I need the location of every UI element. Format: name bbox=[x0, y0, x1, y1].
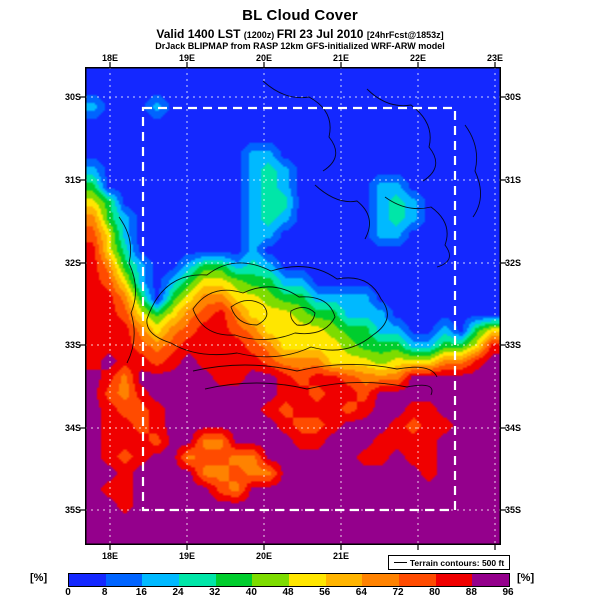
lat-label-right: 30S bbox=[505, 92, 522, 102]
colorbar-segment bbox=[362, 574, 400, 586]
colorbar-segment bbox=[289, 574, 326, 586]
colorbar-unit-right: [%] bbox=[517, 572, 535, 584]
valid-time-part: (1200z) bbox=[243, 30, 277, 40]
terrain-contour bbox=[118, 216, 136, 364]
lat-label-left: 31S bbox=[64, 175, 81, 185]
terrain-contour bbox=[384, 196, 450, 268]
terrain-contour bbox=[290, 307, 316, 326]
terrain-contour bbox=[192, 286, 336, 340]
plot-model-info: DrJack BLIPMAP from RASP 12km GFS-initia… bbox=[155, 41, 445, 51]
colorbar-tick: 56 bbox=[319, 587, 331, 598]
colorbar-tick: 96 bbox=[502, 587, 514, 598]
valid-time-part: Valid 1400 LST bbox=[156, 27, 244, 41]
plot-title: BL Cloud Cover bbox=[242, 7, 358, 24]
colorbar-segment bbox=[215, 574, 253, 586]
lon-label-bottom: 21E bbox=[332, 551, 350, 561]
lat-label-left: 32S bbox=[64, 258, 81, 268]
colorbar-tick: 88 bbox=[465, 587, 477, 598]
terrain-contour bbox=[262, 80, 337, 172]
lat-label-right: 33S bbox=[505, 340, 522, 350]
terrain-contour bbox=[314, 184, 370, 240]
colorbar-segment bbox=[325, 574, 363, 586]
lat-label-right: 35S bbox=[505, 505, 522, 515]
colorbar-segment bbox=[179, 574, 216, 586]
axis-ticks bbox=[80, 62, 506, 550]
terrain-note-label: Terrain contours: 500 ft bbox=[409, 557, 505, 568]
colorbar-tick: 64 bbox=[355, 587, 367, 598]
lon-label-top: 19E bbox=[178, 53, 196, 63]
lat-label-right: 31S bbox=[505, 175, 522, 185]
colorbar-segment bbox=[252, 574, 290, 586]
colorbar-tick: 32 bbox=[209, 587, 221, 598]
colorbar-segment bbox=[105, 574, 143, 586]
graticule-lines bbox=[85, 67, 501, 545]
lon-label-top: 22E bbox=[409, 53, 427, 63]
colorbar-tick: 72 bbox=[392, 587, 404, 598]
lat-label-right: 32S bbox=[505, 258, 522, 268]
colorbar-tick: 8 bbox=[101, 587, 108, 598]
lon-label-bottom: 18E bbox=[101, 551, 119, 561]
contour-line-sample-icon bbox=[393, 562, 407, 563]
lon-label-top: 23E bbox=[486, 53, 504, 63]
terrain-note: Terrain contours: 500 ft bbox=[388, 555, 510, 570]
lon-label-bottom: 20E bbox=[255, 551, 273, 561]
terrain-contour bbox=[230, 300, 268, 326]
terrain-contour bbox=[192, 364, 438, 378]
lat-label-left: 35S bbox=[64, 505, 81, 515]
colorbar-tick: 48 bbox=[282, 587, 294, 598]
lon-label-top: 18E bbox=[101, 53, 119, 63]
colorbar bbox=[68, 573, 510, 587]
lat-label-right: 34S bbox=[505, 423, 522, 433]
terrain-contours bbox=[118, 80, 481, 396]
valid-time-part: FRI 23 Jul 2010 bbox=[276, 27, 367, 41]
colorbar-tick: 16 bbox=[135, 587, 147, 598]
inner-domain-boundary bbox=[141, 106, 457, 512]
map-overlay bbox=[80, 62, 506, 550]
colorbar-tick: 80 bbox=[429, 587, 441, 598]
lon-label-bottom: 19E bbox=[178, 551, 196, 561]
lon-label-top: 21E bbox=[332, 53, 350, 63]
terrain-contour bbox=[146, 262, 388, 358]
terrain-contour bbox=[464, 124, 481, 218]
map-area bbox=[80, 62, 506, 550]
colorbar-tick: 24 bbox=[172, 587, 184, 598]
terrain-contour bbox=[204, 382, 433, 396]
colorbar-segment bbox=[69, 574, 106, 586]
lat-label-left: 34S bbox=[64, 423, 81, 433]
colorbar-segment bbox=[435, 574, 473, 586]
colorbar-unit-left: [%] bbox=[30, 572, 48, 584]
colorbar-segment bbox=[399, 574, 436, 586]
cloud-cover-field bbox=[85, 67, 501, 545]
valid-time-part: [24hrFcst@1853z] bbox=[366, 30, 444, 40]
terrain-contour bbox=[366, 88, 437, 182]
lon-label-top: 20E bbox=[255, 53, 273, 63]
colorbar-tick: 40 bbox=[245, 587, 257, 598]
lat-label-left: 30S bbox=[64, 92, 81, 102]
plot-valid-time: Valid 1400 LST (1200z) FRI 23 Jul 2010 [… bbox=[0, 25, 600, 43]
colorbar-tick: 0 bbox=[65, 587, 71, 598]
colorbar-segment bbox=[472, 574, 510, 586]
map-border bbox=[85, 67, 501, 545]
colorbar-segment bbox=[142, 574, 180, 586]
lat-label-left: 33S bbox=[64, 340, 81, 350]
